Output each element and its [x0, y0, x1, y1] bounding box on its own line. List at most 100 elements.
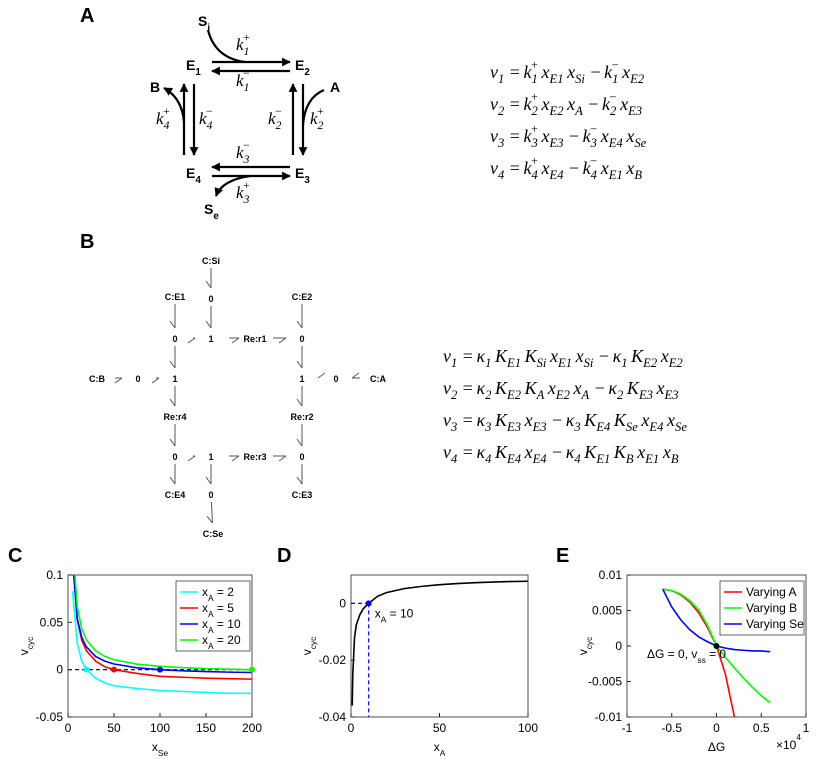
- rate-constant: k1+: [236, 30, 250, 58]
- text-part: E2: [629, 72, 645, 86]
- text-part: x: [625, 158, 634, 178]
- text-part: K: [613, 442, 627, 462]
- text-part: −: [590, 154, 597, 168]
- species-label: E3: [295, 165, 310, 186]
- legend-label: xA = 5: [202, 601, 234, 619]
- text-part: x: [541, 126, 550, 146]
- text-part: Se: [626, 420, 638, 434]
- legend-label: Varying B: [746, 601, 797, 615]
- text-part: x: [656, 378, 665, 398]
- x-axis-label: xSe: [152, 740, 169, 758]
- bond-node: C:E4: [165, 490, 186, 500]
- text-part: = 20: [214, 633, 241, 647]
- text-part: −: [243, 138, 250, 152]
- bond-node: C:E3: [292, 490, 313, 500]
- text-part: Se: [158, 748, 169, 758]
- text-part: =: [510, 126, 520, 146]
- text-part: v: [490, 62, 498, 82]
- text-part: Si: [584, 356, 594, 370]
- equation: v1 = κ1 KE1 KSi xE1 xSi − κ1 KE2 xE2: [443, 346, 683, 370]
- text-part: +: [243, 30, 250, 44]
- text-part: k: [523, 94, 532, 114]
- text-part: 3: [243, 152, 250, 166]
- bond-node: 0: [299, 452, 304, 462]
- text-part: x: [600, 158, 609, 178]
- text-part: 2: [276, 118, 282, 132]
- x-tick-label: -0.5: [661, 721, 682, 735]
- text-part: κ: [476, 410, 485, 430]
- rate-constant: k3−: [236, 138, 250, 166]
- x-tick-label: -1: [622, 721, 633, 735]
- bond-barb: [169, 320, 176, 329]
- equation: v2 = κ2 KE2 KA xE2 xA − κ2 KE3 xE3: [443, 378, 679, 402]
- text-part: =: [463, 410, 473, 430]
- text-part: x: [666, 410, 675, 430]
- text-part: v: [443, 346, 451, 366]
- text-part: x: [524, 410, 533, 430]
- bond-barb: [206, 515, 213, 524]
- bond-barb: [231, 455, 240, 462]
- text-part: x: [575, 346, 584, 366]
- point-annotation: xA = 10: [375, 606, 414, 624]
- bond-barb: [231, 337, 240, 344]
- text-part: 2: [451, 388, 458, 402]
- text-part: −: [275, 104, 282, 118]
- text-part: E1: [595, 452, 610, 466]
- plot-layer: [351, 580, 528, 706]
- species-label: Se: [204, 201, 219, 222]
- bond-node: Re:r4: [163, 412, 186, 422]
- bond-node: 0: [299, 334, 304, 344]
- text-part: K: [494, 346, 508, 366]
- equation: v4 = k4+ xE4− k4− xE1 xB: [490, 154, 642, 182]
- text-part: −: [609, 90, 616, 104]
- x-tick-label: 0.5: [753, 721, 770, 735]
- bond-node: C:Se: [203, 529, 224, 539]
- text-part: 4: [796, 732, 801, 742]
- text-part: 3: [304, 175, 310, 186]
- bond-node: 0: [208, 490, 213, 500]
- bond-node: Re:r2: [290, 412, 313, 422]
- rate-constant: k4+: [156, 104, 170, 132]
- equation: v2 = k2+ xE2 xA − k2− xE3: [490, 90, 642, 118]
- text-part: k: [602, 94, 611, 114]
- text-part: A: [381, 614, 387, 624]
- text-part: E2: [642, 356, 658, 370]
- equilibrium-point: [157, 666, 163, 673]
- y-axis-label: vcyc: [300, 637, 318, 656]
- y-axis-label: vcyc: [576, 637, 594, 656]
- text-part: E2: [555, 388, 571, 402]
- bond-node: 1: [172, 374, 177, 384]
- y-tick-label: 0.005: [592, 604, 622, 618]
- x-tick-label: 0: [348, 721, 355, 735]
- text-part: +: [317, 104, 324, 118]
- text-part: x: [434, 740, 440, 754]
- text-part: 2: [318, 118, 324, 132]
- species-label: Si: [198, 13, 210, 34]
- bond-node: C:A: [370, 374, 386, 384]
- text-part: −: [569, 158, 579, 178]
- text-part: v: [490, 94, 498, 114]
- text-part: κ: [608, 378, 617, 398]
- text-part: x: [573, 378, 582, 398]
- text-part: x: [660, 346, 669, 366]
- bond-barb: [278, 337, 287, 344]
- text-part: E4: [532, 452, 548, 466]
- text-part: v: [490, 126, 498, 146]
- text-part: 2: [304, 67, 310, 78]
- bond-barb: [296, 320, 303, 329]
- legend-label: xA = 2: [202, 585, 234, 603]
- text-part: 2: [617, 388, 624, 402]
- text-part: 4: [591, 168, 598, 182]
- equilibrium-point: [249, 666, 255, 673]
- panel-label: C: [8, 545, 22, 567]
- text-part: E: [295, 57, 304, 73]
- text-part: A: [208, 625, 214, 635]
- point-annotation: ΔG = 0, vss = 0: [647, 647, 726, 665]
- text-part: k: [236, 71, 244, 90]
- text-part: v: [443, 410, 451, 430]
- equation: v3 = κ3 KE3 xE3− κ3 KE4 KSe xE4 xSe: [443, 410, 687, 434]
- x-exponent: ×104: [776, 732, 801, 752]
- text-part: 4: [574, 452, 581, 466]
- text-part: A: [574, 104, 583, 118]
- bond-barb: [296, 398, 303, 407]
